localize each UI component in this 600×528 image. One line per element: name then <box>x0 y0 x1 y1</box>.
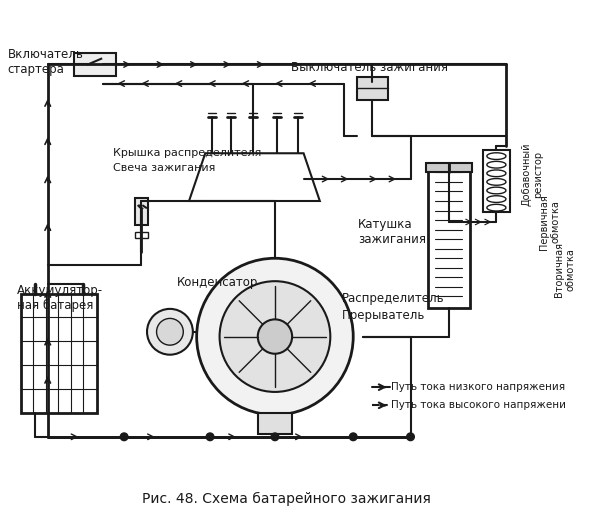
Text: Вторичная
обмотка: Вторичная обмотка <box>554 242 576 297</box>
Text: Распределитель: Распределитель <box>342 292 445 305</box>
Circle shape <box>407 433 415 440</box>
Bar <box>134 198 148 225</box>
Text: Рис. 48. Схема батарейного зажигания: Рис. 48. Схема батарейного зажигания <box>142 492 431 506</box>
Bar <box>483 150 510 212</box>
Circle shape <box>349 433 357 440</box>
Circle shape <box>220 281 331 392</box>
Bar <box>21 294 97 413</box>
Text: Крышка распределителя: Крышка распределителя <box>113 148 261 158</box>
Text: Свеча зажигания: Свеча зажигания <box>113 163 215 173</box>
Circle shape <box>206 433 214 440</box>
Text: Добавочный
резистор: Добавочный резистор <box>522 143 544 206</box>
Bar <box>357 77 388 100</box>
Bar <box>428 165 470 308</box>
Bar <box>258 413 292 434</box>
Circle shape <box>197 258 353 415</box>
Text: Путь тока низкого напряжения: Путь тока низкого напряжения <box>391 382 566 392</box>
Circle shape <box>157 318 183 345</box>
Ellipse shape <box>357 82 388 95</box>
Circle shape <box>120 433 128 440</box>
Text: Катушка
зажигания: Катушка зажигания <box>358 218 426 246</box>
Text: Прерыватель: Прерыватель <box>342 309 425 322</box>
Circle shape <box>258 319 292 354</box>
Circle shape <box>271 433 279 440</box>
Bar <box>426 163 472 172</box>
Text: Первичная
обмотка: Первичная обмотка <box>539 194 560 250</box>
Circle shape <box>147 309 193 355</box>
Bar <box>74 53 116 76</box>
Text: Выключатель зажигания: Выключатель зажигания <box>291 61 448 74</box>
Text: Аккумулятор-
ная батарея: Аккумулятор- ная батарея <box>17 284 103 312</box>
Text: Конденсатор: Конденсатор <box>176 276 258 289</box>
Text: Включатель
стартера: Включатель стартера <box>8 48 83 76</box>
Text: Путь тока высокого напряжени: Путь тока высокого напряжени <box>391 400 566 410</box>
